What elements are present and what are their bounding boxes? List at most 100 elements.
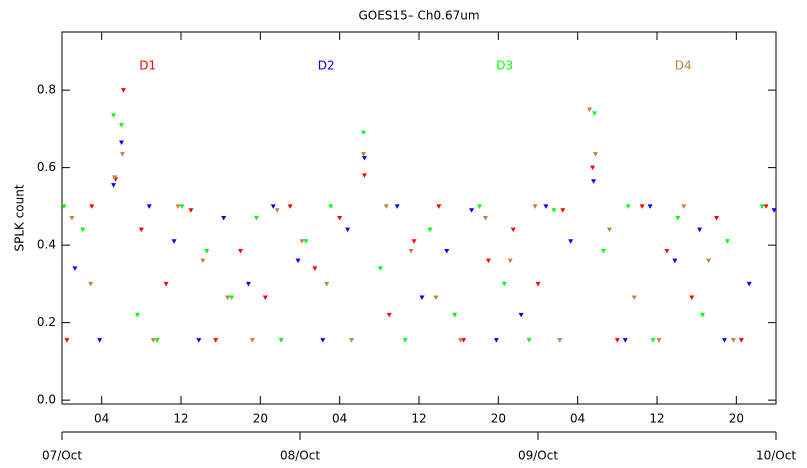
legend-label: D2 bbox=[318, 59, 335, 73]
point bbox=[64, 338, 70, 343]
point bbox=[138, 227, 144, 233]
point bbox=[672, 258, 678, 264]
point bbox=[119, 123, 124, 128]
legend-label: D1 bbox=[139, 59, 156, 73]
y-axis-label: SPLK count bbox=[13, 184, 27, 251]
x-tick-label: 20 bbox=[491, 412, 506, 426]
point bbox=[543, 204, 549, 209]
point bbox=[436, 204, 442, 209]
point bbox=[328, 204, 334, 209]
point bbox=[507, 258, 513, 264]
point bbox=[112, 175, 118, 180]
x-tick-label: 12 bbox=[411, 412, 426, 426]
point bbox=[614, 338, 620, 343]
point bbox=[361, 173, 367, 178]
point bbox=[625, 204, 631, 209]
point bbox=[518, 312, 524, 318]
point bbox=[656, 338, 662, 343]
point bbox=[675, 216, 681, 221]
point bbox=[600, 248, 606, 254]
point bbox=[229, 295, 235, 300]
point bbox=[249, 338, 255, 343]
point bbox=[631, 295, 637, 300]
point bbox=[394, 204, 400, 209]
point bbox=[360, 152, 366, 157]
y-tick-label: 0.6 bbox=[37, 160, 56, 174]
point bbox=[419, 295, 425, 300]
point bbox=[721, 338, 727, 343]
point bbox=[120, 88, 126, 93]
x-tick-label: 04 bbox=[570, 412, 585, 426]
point bbox=[119, 152, 125, 157]
point bbox=[253, 216, 259, 221]
point bbox=[188, 208, 194, 213]
point bbox=[386, 312, 392, 318]
point bbox=[593, 152, 599, 157]
point bbox=[175, 204, 181, 209]
point bbox=[324, 281, 330, 287]
point bbox=[204, 248, 210, 254]
point bbox=[111, 113, 117, 118]
point bbox=[592, 111, 598, 116]
x-tick-label: 04 bbox=[332, 412, 347, 426]
point bbox=[146, 204, 152, 209]
point bbox=[402, 338, 408, 343]
point bbox=[551, 208, 557, 213]
point bbox=[469, 208, 475, 213]
point bbox=[738, 338, 744, 343]
point bbox=[171, 239, 177, 244]
point bbox=[535, 281, 541, 287]
point bbox=[452, 312, 458, 318]
point bbox=[587, 107, 593, 112]
point bbox=[411, 239, 417, 244]
point bbox=[532, 204, 538, 209]
point bbox=[377, 266, 383, 271]
point bbox=[349, 338, 355, 343]
point bbox=[278, 338, 284, 343]
point bbox=[647, 204, 653, 209]
date-tick-label: 07/Oct bbox=[42, 449, 82, 463]
point bbox=[299, 239, 305, 244]
point bbox=[61, 204, 67, 209]
legend-label: D3 bbox=[496, 59, 513, 73]
point bbox=[759, 204, 765, 209]
legend-label: D4 bbox=[675, 59, 692, 73]
point bbox=[700, 312, 706, 318]
x-tick-label: 20 bbox=[729, 412, 744, 426]
point bbox=[622, 338, 628, 343]
y-tick-label: 0.2 bbox=[37, 315, 56, 329]
point bbox=[383, 204, 389, 209]
point bbox=[591, 179, 597, 184]
point bbox=[706, 258, 712, 264]
point bbox=[303, 239, 309, 244]
point bbox=[476, 204, 482, 209]
point bbox=[482, 216, 488, 221]
point bbox=[771, 208, 777, 213]
point bbox=[196, 338, 202, 343]
point bbox=[724, 239, 730, 244]
point bbox=[312, 266, 318, 271]
date-tick-label: 10/Oct bbox=[756, 449, 796, 463]
point bbox=[179, 204, 185, 209]
point bbox=[154, 338, 160, 343]
chart-title: GOES15– Ch0.67um bbox=[358, 9, 479, 23]
point bbox=[287, 204, 293, 209]
point bbox=[69, 216, 75, 221]
point bbox=[361, 155, 367, 161]
point bbox=[119, 140, 124, 145]
point bbox=[714, 216, 719, 221]
point bbox=[245, 281, 251, 287]
point bbox=[225, 295, 231, 300]
point bbox=[639, 204, 645, 209]
point bbox=[72, 266, 78, 271]
point bbox=[88, 281, 94, 287]
point bbox=[444, 248, 450, 254]
point bbox=[345, 227, 351, 233]
point bbox=[433, 295, 439, 300]
point bbox=[97, 338, 103, 343]
point bbox=[213, 338, 219, 343]
date-tick-label: 09/Oct bbox=[518, 449, 558, 463]
x-tick-label: 12 bbox=[173, 412, 188, 426]
point bbox=[697, 227, 703, 233]
